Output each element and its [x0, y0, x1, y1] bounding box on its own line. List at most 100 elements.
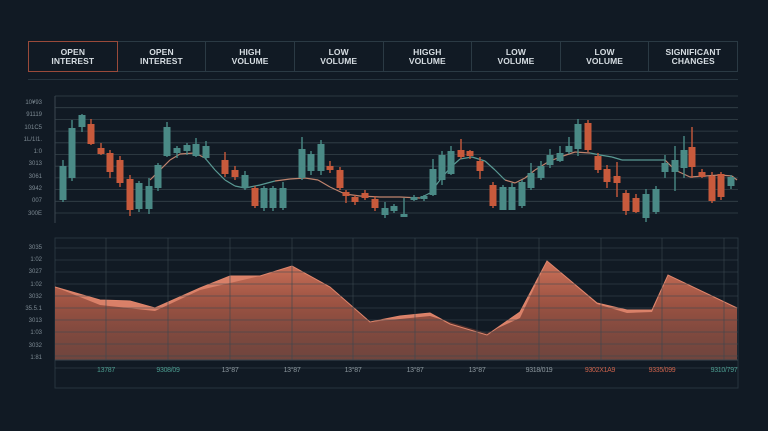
bearish-candle [603, 165, 611, 188]
bullish-candle [400, 198, 408, 217]
bearish-candle [632, 194, 640, 213]
y-tick-label: 3032 [28, 293, 42, 300]
x-tick-label: 9335/099 [648, 367, 676, 374]
tab-high-volume-1[interactable]: HIGH VOLUME [206, 41, 295, 72]
y-tick-label: 10¥93 [25, 100, 42, 106]
y-tick-label: 101C5 [24, 124, 42, 131]
bearish-candle [622, 190, 630, 215]
bullish-candle [154, 163, 162, 191]
bullish-candle [163, 122, 171, 157]
x-tick-label: 13°87 [406, 367, 424, 374]
bullish-candle [241, 171, 249, 190]
x-tick-label: 9310/797 [710, 367, 738, 374]
bearish-candle [466, 150, 474, 159]
y-tick-label: 35.5.1 [25, 305, 42, 312]
bearish-candle [231, 166, 239, 180]
bullish-candle [279, 182, 287, 210]
tab-open-interest-2[interactable]: OPEN INTEREST [117, 41, 207, 72]
bullish-candle [202, 141, 210, 160]
candlesticks [59, 114, 735, 222]
bullish-candle [661, 155, 669, 178]
tab-open-interest-1[interactable]: OPEN INTEREST [28, 41, 118, 72]
bullish-candle [260, 186, 268, 211]
bullish-candle [381, 202, 389, 218]
bullish-candle [173, 146, 181, 158]
x-axis-labels: 13787 9308/09 13°87 13°87 13°87 13°87 13°87 931… [55, 367, 738, 381]
x-tick-label: 13°87 [221, 367, 239, 374]
bearish-candle [584, 120, 592, 152]
y-tick-label: 3035 [28, 245, 42, 251]
bearish-candle [97, 143, 105, 155]
area-grid [55, 238, 738, 369]
bullish-candle [556, 146, 564, 162]
bearish-candle [371, 196, 379, 211]
y-tick-label: 3027 [28, 269, 42, 276]
bullish-candle [307, 151, 315, 175]
x-tick-label: 13°87 [344, 367, 362, 374]
tab-bar: OPEN INTEREST OPEN INTEREST HIGH VOLUME … [28, 41, 738, 72]
bullish-candle [429, 159, 437, 196]
y-tick-label: 3061 [28, 173, 42, 180]
bearish-candle [688, 127, 696, 178]
bearish-candle [251, 186, 259, 208]
bullish-candle [671, 146, 679, 191]
bullish-candle [390, 204, 398, 213]
bullish-candle [183, 143, 191, 155]
bullish-candle [527, 163, 535, 190]
x-tick-label: 9302X1A9 [584, 367, 616, 374]
bearish-candle [698, 169, 706, 178]
x-tick-label: 13°87 [468, 367, 486, 374]
y-tick-label: 1:0 [33, 149, 42, 156]
tab-low-volume-1[interactable]: LOW VOLUME [294, 41, 384, 72]
bullish-candle [135, 181, 143, 212]
bearish-candle [221, 152, 229, 177]
y-tick-label: 3942 [28, 186, 42, 193]
tab-significant-changes[interactable]: SIGNIFICANT CHANGES [649, 41, 738, 72]
bearish-candle [326, 161, 334, 173]
bullish-candle [145, 178, 153, 214]
bearish-candle [708, 172, 716, 203]
y-tick-label: 3032 [28, 342, 42, 349]
bullish-candle [574, 119, 582, 156]
bullish-candle [518, 180, 526, 208]
candlestick-grid [55, 95, 738, 214]
y-tick-label: 3013 [28, 161, 42, 168]
bullish-candle [546, 149, 554, 168]
bullish-candle [68, 120, 76, 181]
bearish-candle [489, 182, 497, 208]
bearish-candle [116, 156, 124, 187]
y-tick-label: 1L/1I1. [23, 136, 42, 143]
bullish-candle [420, 195, 428, 201]
tab-low-volume-3[interactable]: LOW VOLUME [560, 41, 650, 72]
bearish-candle [351, 195, 359, 205]
bullish-candle [192, 138, 200, 157]
bullish-candle [652, 186, 660, 214]
bearish-candle [457, 139, 465, 159]
bullish-candle [508, 183, 516, 210]
tab-high-volume-2[interactable]: HIGGH VOLUME [383, 41, 473, 72]
x-tick-label: 9308/09 [156, 367, 180, 374]
area-y-axis: 3035 1:02 3027 1:02 3032 35.5.1 3013 1:03 3032 1:… [14, 242, 42, 364]
bullish-candle [438, 151, 446, 185]
y-tick-label: 3013 [28, 318, 42, 325]
bullish-candle [298, 137, 306, 180]
bullish-candle [727, 175, 735, 189]
bearish-candle [594, 153, 602, 173]
y-tick-label: 1:03 [30, 330, 42, 337]
bearish-candle [613, 162, 621, 197]
bearish-candle [126, 175, 134, 216]
bearish-candle [342, 190, 350, 203]
y-tick-label: 300E [27, 210, 42, 217]
bullish-candle [447, 146, 455, 175]
bearish-candle [87, 119, 95, 145]
x-tick-label: 13°87 [283, 367, 301, 374]
x-tick-label: 13787 [97, 367, 115, 374]
bearish-candle [717, 172, 725, 200]
bullish-candle [78, 114, 86, 132]
bullish-candle [642, 189, 650, 222]
bullish-candle [59, 160, 67, 202]
bullish-candle [317, 140, 325, 175]
tab-low-volume-2[interactable]: LOW VOLUME [472, 41, 561, 72]
area-series [54, 260, 738, 360]
